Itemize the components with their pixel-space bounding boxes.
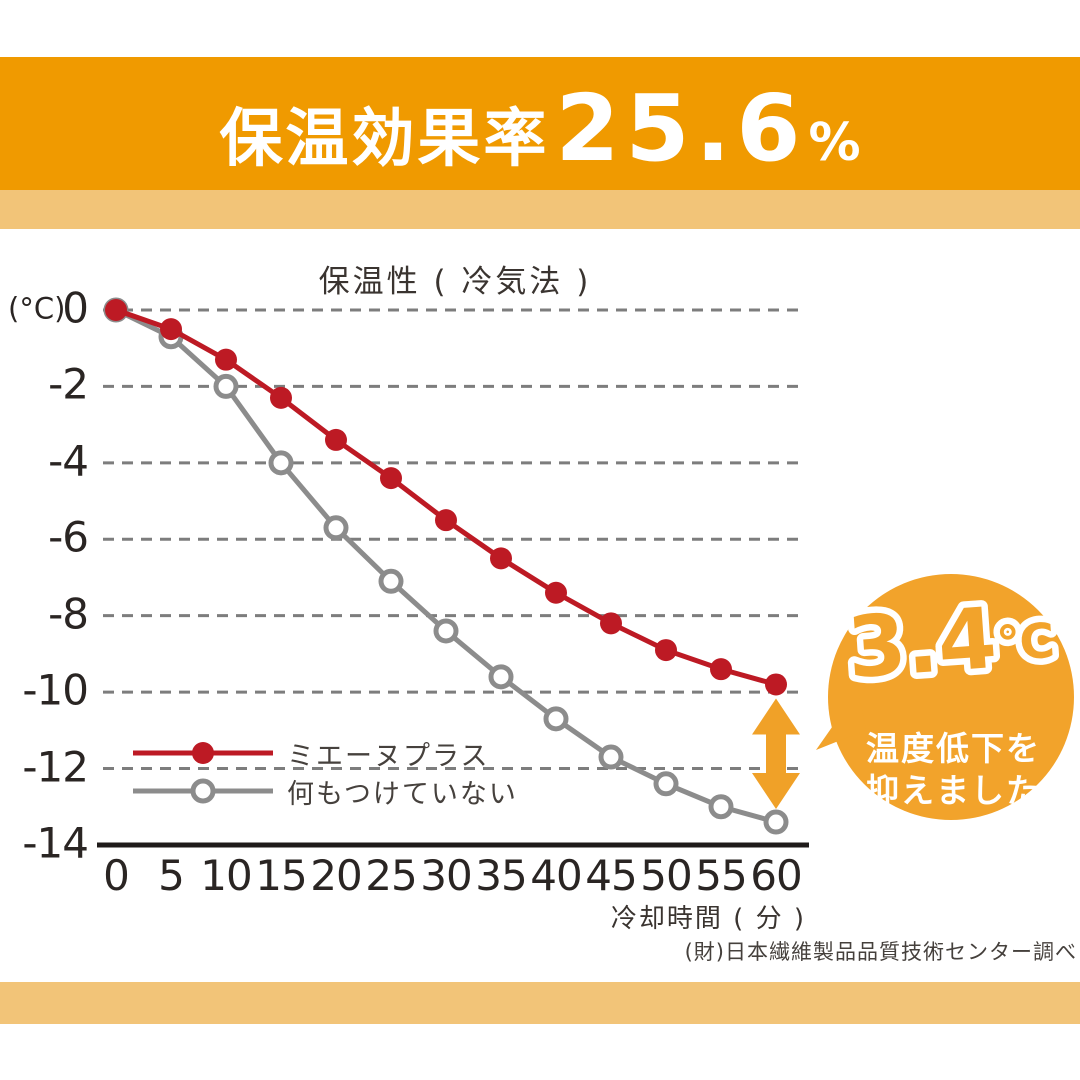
- marker-filled-circle: [600, 612, 622, 635]
- y-tick-label: -14: [22, 818, 89, 868]
- marker-filled-circle: [160, 318, 182, 341]
- marker-filled-circle: [435, 509, 457, 532]
- x-tick-label: 60: [750, 851, 802, 900]
- y-tick-label: -2: [48, 359, 89, 409]
- marker-open-circle: [213, 373, 239, 399]
- x-tick-label: 0: [103, 851, 130, 900]
- marker-filled-circle: [490, 547, 512, 570]
- x-tick-label: 15: [255, 851, 307, 900]
- header-title-value: 25.6: [555, 75, 807, 182]
- marker-open-circle: [268, 450, 294, 476]
- x-tick-label: 35: [475, 851, 527, 900]
- x-tick-label: 40: [530, 851, 582, 900]
- marker-open-circle: [488, 664, 514, 690]
- marker-open-circle: [378, 568, 404, 594]
- x-tick-label: 30: [420, 851, 472, 900]
- marker-filled-circle: [765, 673, 787, 696]
- callout-bubble: 3.4℃ 温度低下を 抑えました！: [816, 574, 1076, 820]
- marker-filled-circle: [270, 386, 292, 409]
- legend-item-control: 何もつけていない: [133, 772, 518, 810]
- x-tick-label: 55: [695, 851, 747, 900]
- marker-filled-circle: [105, 299, 127, 321]
- header-title-prefix: 保温効果率: [219, 102, 550, 175]
- marker-filled-circle: [325, 428, 347, 451]
- marker-filled-circle: [215, 348, 237, 371]
- marker-open-circle: [653, 771, 679, 797]
- y-axis-tick-labels: 0 -2 -4 -6 -8 -10 -12 -14: [0, 0, 89, 1080]
- legend-label-control: 何もつけていない: [287, 778, 518, 810]
- x-tick-label: 20: [310, 851, 362, 900]
- x-axis-title: 冷却時間 ( 分 ): [610, 904, 806, 934]
- header-title: 保温効果率 25.6 %: [219, 65, 860, 182]
- legend-swatch-filled-circle-icon: [133, 740, 273, 766]
- source-note: (財)日本繊維製品品質技術センター調べ: [684, 940, 1077, 964]
- bubble-text-line1: 温度低下を: [866, 729, 1041, 768]
- x-tick-label: 50: [640, 851, 692, 900]
- legend-swatch-open-circle-icon: [133, 778, 273, 804]
- y-axis-unit-label: (°C): [8, 291, 66, 326]
- x-tick-label: 10: [200, 851, 252, 900]
- x-tick-label: 25: [365, 851, 417, 900]
- y-tick-label: -10: [22, 665, 89, 715]
- svg-text:3.4℃: 3.4℃: [844, 590, 1057, 694]
- marker-filled-circle: [655, 639, 677, 662]
- legend-label-product: ミエーヌプラス: [287, 740, 490, 772]
- y-tick-label: -12: [22, 742, 89, 792]
- y-tick-label: 0: [62, 283, 89, 333]
- marker-open-circle: [708, 794, 734, 820]
- y-tick-label: -6: [48, 512, 89, 562]
- marker-open-circle: [543, 706, 569, 732]
- header-accent-strip: [0, 190, 1080, 229]
- x-tick-label: 45: [585, 851, 637, 900]
- bubble-value: 3.4℃: [838, 590, 1063, 694]
- x-tick-label: 5: [158, 851, 185, 900]
- footer-accent-strip: [0, 982, 1080, 1024]
- y-tick-label: -8: [48, 589, 89, 639]
- gap-arrow: [752, 698, 800, 810]
- marker-filled-circle: [380, 467, 402, 490]
- chart-title: 保温性 ( 冷気法 ): [318, 264, 592, 300]
- marker-open-circle: [598, 744, 624, 770]
- header-title-unit: %: [808, 113, 861, 173]
- marker-open-circle: [323, 515, 349, 541]
- marker-filled-circle: [710, 658, 732, 681]
- marker-open-circle: [763, 809, 789, 835]
- bubble-tail: [816, 690, 866, 750]
- marker-open-circle: [433, 618, 459, 644]
- bubble-text-line2: 抑えました！: [866, 771, 1076, 810]
- chart-legend: ミエーヌプラス 何もつけていない: [133, 734, 518, 810]
- y-tick-label: -4: [48, 436, 89, 486]
- legend-item-product: ミエーヌプラス: [133, 734, 518, 772]
- header-banner: 保温効果率 25.6 %: [0, 57, 1080, 190]
- marker-filled-circle: [545, 581, 567, 604]
